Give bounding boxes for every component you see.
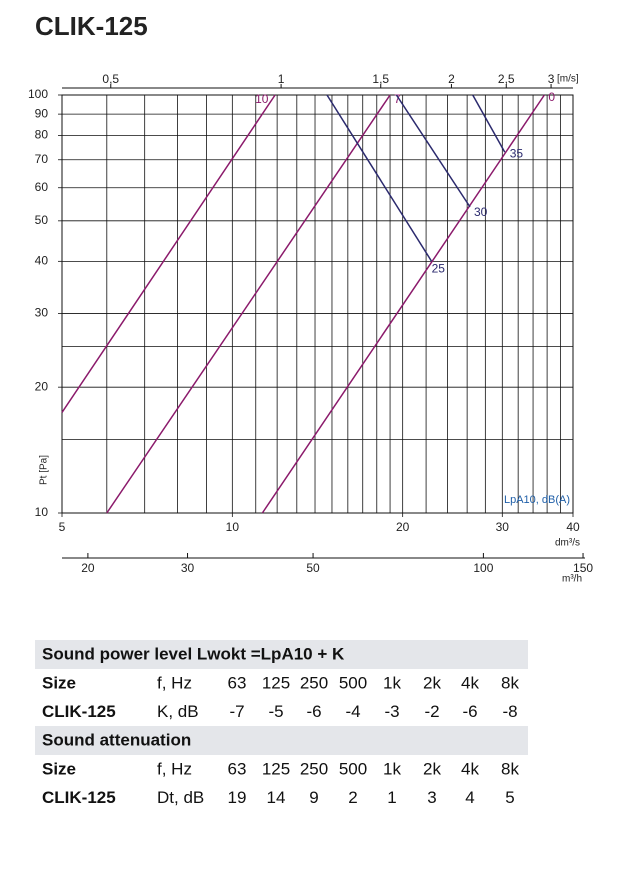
bottom-axis-label: m³/h — [562, 574, 582, 585]
table-cell: 125 — [262, 759, 290, 778]
table-cell: 63 — [228, 759, 247, 778]
top-axis-label: [m/s] — [557, 74, 579, 85]
series-line — [326, 94, 433, 262]
bottom-tick-label: 150 — [573, 561, 593, 575]
bottom-tick-label: 50 — [306, 561, 320, 575]
table-cell: -7 — [229, 702, 244, 721]
table-cell: 19 — [228, 788, 247, 807]
series-line — [61, 94, 276, 413]
table-cell: 4k — [461, 759, 479, 778]
table-cell: 125 — [262, 673, 290, 692]
top-tick-label: 1 — [278, 72, 285, 86]
series-label: 10 — [255, 92, 269, 106]
y-tick-label: 70 — [35, 152, 49, 166]
table-cell: 8k — [501, 673, 519, 692]
series-line — [106, 94, 391, 514]
series-label: 0 — [548, 90, 555, 104]
table-cell: 9 — [309, 788, 318, 807]
table-cell: f, Hz — [157, 673, 192, 692]
bottom-tick-label: 100 — [473, 561, 493, 575]
table-heading-bg — [35, 640, 528, 669]
series-label: 30 — [474, 205, 488, 219]
series-line — [261, 94, 545, 514]
annotation: LpA10, dB(A) — [504, 494, 570, 506]
y-tick-label: 60 — [35, 180, 49, 194]
y-tick-label: 10 — [35, 505, 49, 519]
table-cell: 1k — [383, 759, 401, 778]
series-label: 7 — [394, 92, 401, 106]
row-label: CLIK-125 — [42, 788, 116, 807]
table-cell: 4 — [465, 788, 474, 807]
x-tick-label: 20 — [396, 520, 410, 534]
table-cell: -2 — [424, 702, 439, 721]
x-tick-label: 5 — [59, 520, 66, 534]
table-cell: 250 — [300, 759, 328, 778]
top-tick-label: 2 — [448, 72, 455, 86]
table-cell: 8k — [501, 759, 519, 778]
table-cell: 5 — [505, 788, 514, 807]
table-cell: 250 — [300, 673, 328, 692]
series-line — [472, 94, 506, 153]
bottom-tick-label: 20 — [81, 561, 95, 575]
table-cell: 4k — [461, 673, 479, 692]
y-tick-label: 30 — [35, 306, 49, 320]
y-tick-label: 40 — [35, 254, 49, 268]
x-tick-label: 40 — [566, 520, 580, 534]
table-cell: 1 — [387, 788, 396, 807]
table-cell: 1k — [383, 673, 401, 692]
y-axis-label: Pt [Pa] — [39, 455, 50, 485]
table-heading: Sound attenuation — [42, 730, 191, 749]
series-line — [395, 94, 471, 208]
table-cell: 2k — [423, 759, 441, 778]
plot-frame — [61, 94, 574, 514]
table-cell: -4 — [345, 702, 360, 721]
table-cell: -3 — [384, 702, 399, 721]
table-cell: 500 — [339, 759, 367, 778]
top-tick-label: 3 — [548, 72, 555, 86]
series-label: 35 — [510, 146, 524, 160]
x-tick-label: 10 — [226, 520, 240, 534]
top-tick-label: 2,5 — [498, 72, 515, 86]
table-cell: -5 — [268, 702, 283, 721]
table-heading-bg — [35, 726, 528, 755]
table-cell: 2 — [348, 788, 357, 807]
y-tick-label: 100 — [28, 87, 48, 101]
y-tick-label: 80 — [35, 128, 49, 142]
table-cell: 63 — [228, 673, 247, 692]
table-cell: 14 — [267, 788, 286, 807]
y-tick-label: 90 — [35, 106, 49, 120]
table-cell: K, dB — [157, 702, 199, 721]
table-cell: Dt, dB — [157, 788, 204, 807]
table-cell: -6 — [462, 702, 477, 721]
row-label: Size — [42, 673, 76, 692]
series-label: 25 — [432, 262, 446, 276]
top-tick-label: 0,5 — [102, 72, 119, 86]
table-cell: -6 — [306, 702, 321, 721]
y-tick-label: 20 — [35, 379, 49, 393]
table-heading: Sound power level Lwokt =LpA10 + K — [42, 644, 345, 663]
table-cell: 2k — [423, 673, 441, 692]
x-axis-label: dm³/s — [555, 538, 580, 549]
bottom-tick-label: 30 — [181, 561, 195, 575]
top-tick-label: 1,5 — [372, 72, 389, 86]
table-cell: 3 — [427, 788, 436, 807]
table-cell: -8 — [502, 702, 517, 721]
row-label: Size — [42, 759, 76, 778]
row-label: CLIK-125 — [42, 702, 116, 721]
table-cell: f, Hz — [157, 759, 192, 778]
x-tick-label: 30 — [496, 520, 510, 534]
y-tick-label: 50 — [35, 213, 49, 227]
page-title: CLIK-125 — [35, 11, 148, 41]
table-cell: 500 — [339, 673, 367, 692]
